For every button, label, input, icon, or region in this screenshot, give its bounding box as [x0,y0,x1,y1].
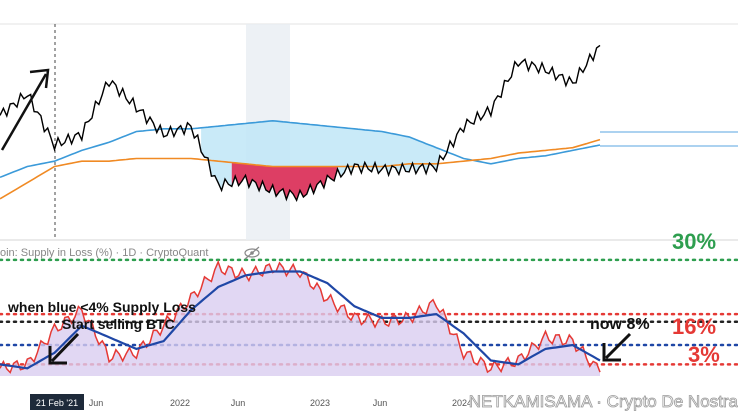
x-tick-label-4: 2023 [310,398,330,408]
series-line-ma-orange [0,138,601,200]
arrow-up-icon [0,68,50,151]
x-tick-label-6: 2024 [452,398,472,408]
price-panel [0,44,601,203]
arrow-down-left-icon [48,332,80,365]
series-line-price [0,44,601,203]
indicator-panel [0,258,738,376]
x-tick-label-5: Jun [373,398,388,408]
ref-label-16: 16% [672,314,716,339]
series-line-ma-blue [0,119,601,179]
blue-ma-fill-area [201,120,440,201]
eye-icon [244,246,260,260]
annotation-start-selling: Start selling BTC [62,316,175,332]
indicator-title: oin: Supply in Loss (%) · 1D · CryptoQua… [0,247,208,259]
arrow-down-left-icon-2 [602,332,632,362]
loss-fill-area [231,162,338,201]
x-tick-label-3: Jun [231,398,246,408]
x-tick-label-0: 21 Feb '21 [36,398,78,408]
x-tick-label-1: Jun [89,398,104,408]
annotation-now: now 8% [590,316,650,333]
x-tick-label-2: 2022 [170,398,190,408]
series-line-supply-in-loss-ma [0,270,601,370]
supply-in-loss-area [0,261,600,376]
ref-label-30: 30% [672,229,716,254]
ref-label-3: 3% [688,342,720,367]
annotation-blue-supply-loss: when blue <4% Supply Loss [7,299,196,315]
x-axis: 21 Feb '21 Jun 2022 Jun 2023 Jun 2024 [30,394,472,410]
series-line-supply-in-loss [0,259,601,374]
watermark-text: NETKAMISAMA · Crypto De Nostra [469,392,738,411]
crosshair-date-badge [30,394,84,410]
